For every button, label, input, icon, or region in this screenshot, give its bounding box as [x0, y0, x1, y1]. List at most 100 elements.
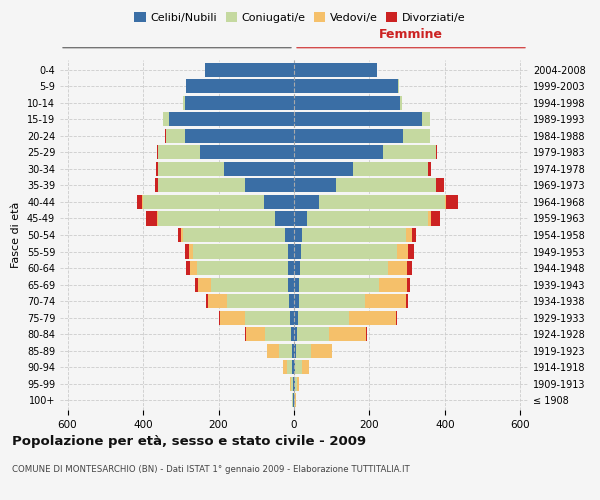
- Bar: [185, 80, 187, 94]
- Bar: [445, 195, 446, 209]
- Bar: [294, 294, 299, 308]
- Bar: [245, 178, 294, 192]
- Bar: [267, 344, 278, 357]
- Bar: [295, 393, 296, 407]
- Bar: [397, 244, 409, 258]
- Bar: [407, 261, 412, 275]
- Bar: [294, 376, 295, 390]
- Bar: [190, 244, 193, 258]
- Bar: [190, 261, 197, 275]
- Bar: [294, 244, 301, 258]
- Bar: [224, 162, 294, 176]
- Bar: [205, 63, 294, 77]
- Bar: [299, 294, 365, 308]
- Bar: [185, 96, 294, 110]
- Bar: [319, 195, 445, 209]
- Bar: [294, 146, 383, 160]
- Bar: [157, 146, 158, 160]
- Bar: [289, 294, 294, 308]
- Bar: [158, 162, 224, 176]
- Bar: [294, 129, 403, 143]
- Bar: [299, 261, 388, 275]
- Bar: [409, 244, 414, 258]
- Bar: [265, 327, 291, 341]
- Bar: [182, 228, 284, 242]
- Bar: [292, 393, 293, 407]
- Bar: [293, 376, 294, 390]
- Bar: [292, 344, 294, 357]
- Bar: [288, 261, 294, 275]
- Bar: [182, 96, 185, 110]
- Bar: [428, 162, 431, 176]
- Bar: [294, 344, 296, 357]
- Bar: [431, 212, 440, 226]
- Bar: [291, 327, 294, 341]
- Bar: [335, 178, 436, 192]
- Bar: [407, 278, 410, 291]
- Bar: [185, 244, 190, 258]
- Bar: [400, 96, 401, 110]
- Bar: [296, 327, 329, 341]
- Bar: [142, 195, 143, 209]
- Bar: [302, 228, 406, 242]
- Bar: [155, 178, 158, 192]
- Text: COMUNE DI MONTESARCHIO (BN) - Dati ISTAT 1° gennaio 2009 - Elaborazione TUTTITAL: COMUNE DI MONTESARCHIO (BN) - Dati ISTAT…: [12, 465, 410, 474]
- Bar: [227, 294, 289, 308]
- Bar: [294, 112, 422, 126]
- Bar: [412, 228, 416, 242]
- Bar: [302, 360, 310, 374]
- Bar: [446, 195, 458, 209]
- Bar: [208, 294, 227, 308]
- Bar: [169, 112, 294, 126]
- Text: Popolazione per età, sesso e stato civile - 2009: Popolazione per età, sesso e stato civil…: [12, 435, 366, 448]
- Bar: [294, 212, 307, 226]
- Bar: [278, 344, 292, 357]
- Bar: [158, 178, 245, 192]
- Bar: [383, 146, 436, 160]
- Bar: [293, 393, 294, 407]
- Bar: [287, 360, 292, 374]
- Bar: [294, 310, 298, 324]
- Bar: [206, 294, 208, 308]
- Bar: [158, 212, 275, 226]
- Bar: [220, 310, 245, 324]
- Bar: [275, 212, 294, 226]
- Bar: [294, 96, 400, 110]
- Bar: [197, 261, 288, 275]
- Bar: [291, 376, 293, 390]
- Bar: [307, 212, 428, 226]
- Bar: [294, 195, 319, 209]
- Bar: [349, 310, 396, 324]
- Bar: [406, 294, 408, 308]
- Bar: [294, 327, 296, 341]
- Text: Femmine: Femmine: [379, 28, 443, 41]
- Bar: [290, 376, 291, 390]
- Bar: [185, 129, 294, 143]
- Bar: [294, 360, 295, 374]
- Legend: Celibi/Nubili, Coniugati/e, Vedovi/e, Divorziati/e: Celibi/Nubili, Coniugati/e, Vedovi/e, Di…: [130, 8, 470, 28]
- Bar: [379, 278, 407, 291]
- Bar: [245, 327, 265, 341]
- Bar: [137, 195, 142, 209]
- Bar: [296, 376, 299, 390]
- Bar: [311, 344, 332, 357]
- Bar: [181, 228, 182, 242]
- Bar: [396, 310, 397, 324]
- Bar: [353, 162, 428, 176]
- Bar: [301, 244, 397, 258]
- Bar: [264, 195, 294, 209]
- Y-axis label: Fasce di età: Fasce di età: [11, 202, 21, 268]
- Bar: [292, 360, 294, 374]
- Bar: [294, 80, 398, 94]
- Bar: [187, 80, 294, 94]
- Bar: [294, 228, 302, 242]
- Bar: [294, 178, 335, 192]
- Bar: [295, 376, 296, 390]
- Bar: [158, 146, 200, 160]
- Bar: [156, 162, 158, 176]
- Bar: [298, 310, 349, 324]
- Bar: [406, 228, 412, 242]
- Bar: [193, 244, 287, 258]
- Bar: [283, 360, 287, 374]
- Bar: [178, 228, 181, 242]
